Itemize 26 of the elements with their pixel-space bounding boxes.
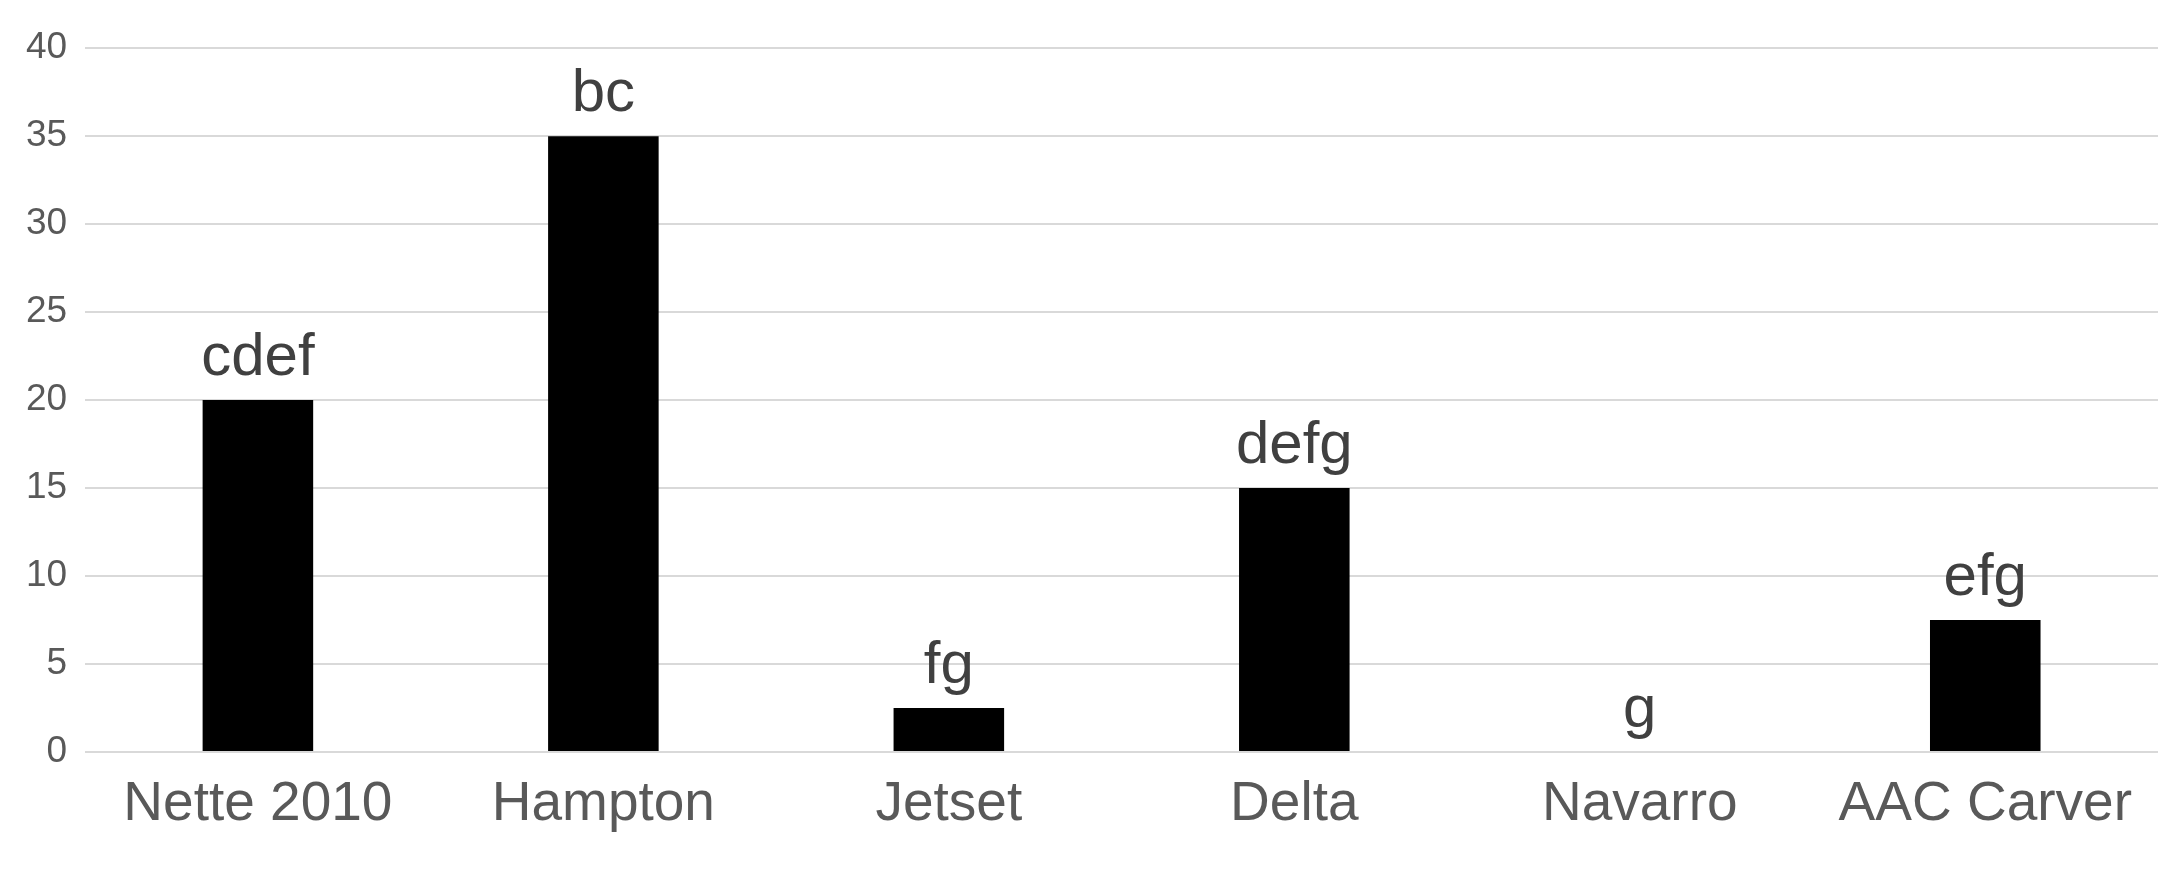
- x-tick-label: Nette 2010: [123, 770, 393, 833]
- y-tick-label: 20: [26, 377, 68, 419]
- x-tick-label: Delta: [1230, 770, 1359, 833]
- data-label: efg: [1943, 540, 2027, 608]
- y-tick-label: 10: [26, 553, 68, 595]
- x-tick-label: Jetset: [875, 770, 1023, 833]
- x-tick-label: AAC Carver: [1838, 770, 2132, 833]
- x-tick-label: Hampton: [491, 770, 715, 833]
- data-label: bc: [571, 56, 636, 124]
- y-tick-label: 5: [46, 641, 68, 683]
- y-tick-label: 0: [46, 729, 68, 771]
- data-label: cdef: [201, 320, 315, 388]
- bar: [893, 708, 1005, 751]
- bar: [1929, 620, 2041, 751]
- y-tick-label: 35: [26, 113, 68, 155]
- y-tick-label: 40: [26, 25, 68, 67]
- y-tick-label: 30: [26, 201, 68, 243]
- bar: [1239, 488, 1350, 751]
- x-tick-label: Navarro: [1541, 770, 1738, 833]
- data-label: defg: [1235, 408, 1353, 476]
- y-tick-label: 15: [26, 465, 68, 507]
- bar: [202, 400, 314, 751]
- bar: [548, 136, 659, 751]
- data-label: g: [1623, 672, 1657, 740]
- y-tick-label: 25: [26, 289, 68, 331]
- data-label: fg: [923, 628, 974, 696]
